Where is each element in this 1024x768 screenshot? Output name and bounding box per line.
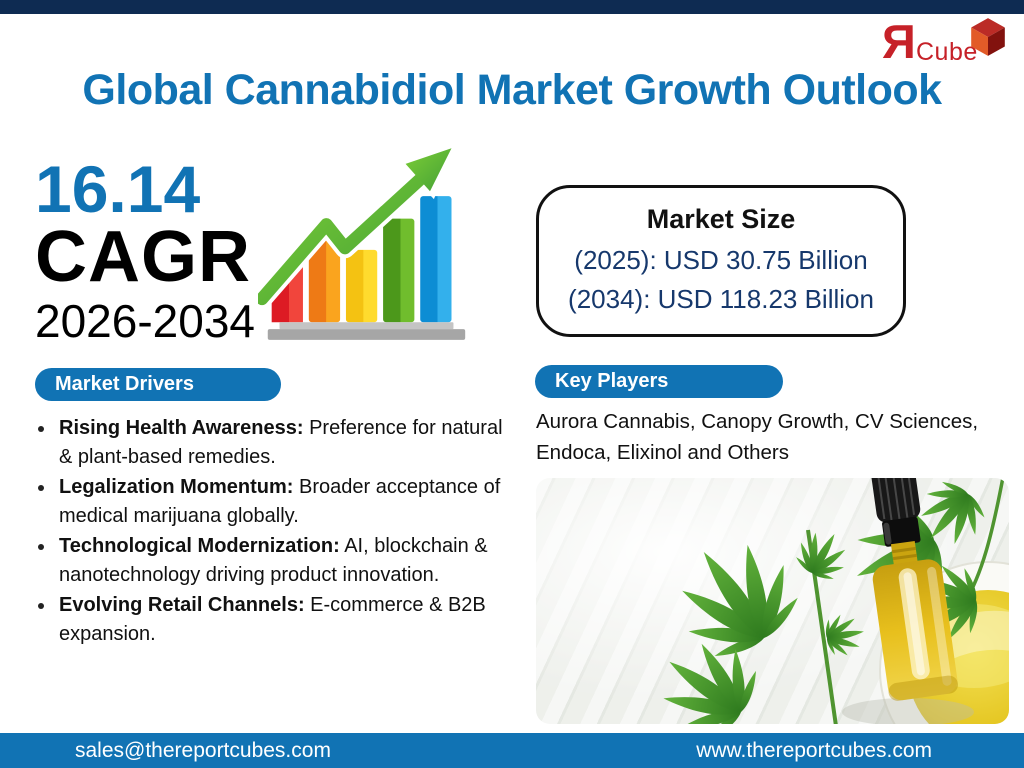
key-players-pill: Key Players [535,365,783,398]
driver-text: Broader acceptance of medical marijuana … [59,476,501,527]
market-size-card: Market Size (2025): USD 30.75 Billion (2… [536,185,906,337]
cagr-value: 16.14 [35,152,201,226]
cbd-photo-illustration [536,478,1009,724]
driver-text: AI, blockchain & nanotechnology driving … [59,535,488,586]
driver-lead: Technological Modernization: [59,535,340,557]
driver-text: E-commerce & B2B expansion. [59,594,486,645]
brand-logo: Я Cube [880,16,1012,70]
cannabis-leaf-icon [640,516,868,724]
driver-item: Technological Modernization: AI, blockch… [35,532,507,590]
chart-base [267,322,466,340]
cbd-bottle-icon [842,478,974,724]
driver-text: Preference for natural & plant-based rem… [59,417,503,468]
driver-lead: Rising Health Awareness: [59,417,304,439]
driver-lead: Legalization Momentum: [59,476,294,498]
chart-bars [271,196,452,323]
top-accent-bar [0,0,1024,14]
driver-item: Rising Health Awareness: Preference for … [35,414,507,472]
market-size-2034: (2034): USD 118.23 Billion [568,284,874,314]
market-size-title: Market Size [646,204,796,234]
market-drivers-pill: Market Drivers [35,368,281,401]
market-size-2025: (2025): USD 30.75 Billion [574,245,868,275]
market-drivers-list: Rising Health Awareness: Preference for … [35,414,507,650]
cagr-block: 16.14 CAGR 2026-2034 [35,152,255,347]
market-drivers-heading: Market Drivers [55,373,194,395]
key-players-heading: Key Players [555,370,669,392]
cannabis-leaf-top-right-icon [836,478,1005,646]
driver-item: Evolving Retail Channels: E-commerce & B… [35,591,507,649]
growth-bar-chart-icon [258,142,466,340]
footer-bar: sales@thereportcubes.com www.thereportcu… [0,733,1024,768]
logo-r-letter: Я [882,15,916,68]
cbd-photo [536,478,1009,724]
footer-website[interactable]: www.thereportcubes.com [696,738,932,762]
key-players-text: Aurora Cannabis, Canopy Growth, CV Scien… [536,410,979,464]
logo-cube-text: Cube [916,38,978,66]
driver-item: Legalization Momentum: Broader acceptanc… [35,473,507,531]
cagr-period: 2026-2034 [35,294,255,347]
footer-email[interactable]: sales@thereportcubes.com [75,738,331,762]
cagr-label: CAGR [35,217,251,298]
page-title: Global Cannabidiol Market Growth Outlook [82,66,942,114]
cube-3d-icon [971,18,1005,56]
driver-lead: Evolving Retail Channels: [59,594,305,616]
rising-arrow-icon [258,142,458,310]
